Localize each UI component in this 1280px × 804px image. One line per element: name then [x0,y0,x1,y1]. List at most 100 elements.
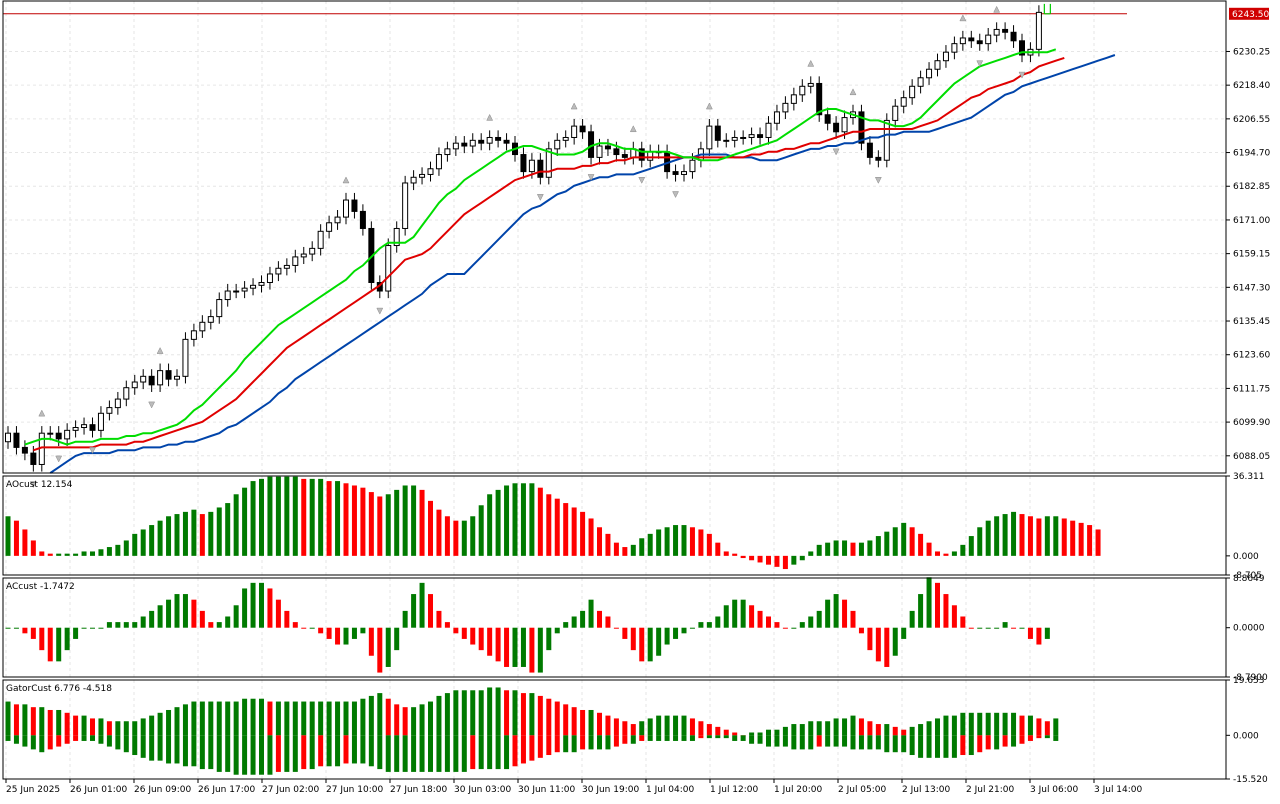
candle-bullish[interactable] [799,85,806,96]
candle-bullish[interactable] [790,94,797,104]
candle-bearish[interactable] [638,148,645,161]
candle-bullish[interactable] [182,338,189,377]
candle-bullish[interactable] [114,398,121,409]
candle-bullish[interactable] [64,429,71,440]
candle-bullish[interactable] [909,85,916,99]
candle-bullish[interactable] [681,171,687,175]
candle-bullish[interactable] [266,273,273,283]
candle-bullish[interactable] [326,222,333,232]
candle-bullish[interactable] [343,199,349,218]
candle-bullish[interactable] [892,105,899,121]
candle-bullish[interactable] [410,176,417,184]
time-axis[interactable]: 25 Jun 2025 26 Jun 01:00 26 Jun 09:00 26 Ju… [5,779,1143,795]
candle-bullish[interactable] [562,136,569,141]
candle-bullish[interactable] [740,136,747,139]
candle-bullish[interactable] [528,159,535,173]
candle-bullish[interactable] [97,412,104,431]
candle-bullish[interactable] [596,145,603,158]
candle-bearish[interactable] [613,148,620,156]
candle-bearish[interactable] [537,159,544,178]
candle-bearish[interactable] [579,125,586,133]
candle-bearish[interactable] [148,375,155,386]
candle-bearish[interactable] [461,142,468,147]
candle-bearish[interactable] [1002,28,1009,33]
candle-bullish[interactable] [140,375,147,383]
candle-bullish[interactable] [106,407,113,414]
candle-bullish[interactable] [883,119,890,161]
candle-bullish[interactable] [393,227,400,247]
candle-bullish[interactable] [934,60,941,70]
candle-bullish[interactable] [807,82,814,87]
candle-bearish[interactable] [359,210,366,229]
candle-bearish[interactable] [503,139,510,144]
candle-bullish[interactable] [706,125,713,150]
candle-bullish[interactable] [427,168,434,175]
candle-bullish[interactable] [283,264,290,269]
candle-bullish[interactable] [317,230,324,249]
candle-bullish[interactable] [258,281,265,286]
candle-bullish[interactable] [782,102,789,113]
candle-bullish[interactable] [275,267,282,275]
candle-bullish[interactable] [841,117,848,133]
candle-bullish[interactable] [385,245,392,292]
candle-bearish[interactable] [976,40,983,45]
candle-bearish[interactable] [495,136,502,141]
candle-bullish[interactable] [199,321,206,332]
candle-bullish[interactable] [985,34,992,45]
candle-bullish[interactable] [123,387,130,400]
candle-bearish[interactable] [89,424,96,431]
candle-bullish[interactable] [689,159,696,173]
candle-bearish[interactable] [55,432,62,440]
candle-bullish[interactable] [773,111,780,124]
candle-bullish[interactable] [419,173,426,178]
candle-bullish[interactable] [942,51,949,62]
candle-bullish[interactable] [241,287,248,292]
candle-bearish[interactable] [833,122,840,133]
candle-bearish[interactable] [1019,40,1025,56]
candle-bearish[interactable] [672,171,679,175]
candle-bullish[interactable] [292,256,299,266]
candle-bearish[interactable] [21,446,28,454]
candle-bearish[interactable] [816,82,823,116]
candle-bullish[interactable] [72,427,79,431]
candle-bullish[interactable] [402,182,409,229]
candle-bearish[interactable] [714,125,721,141]
candle-bullish[interactable] [435,154,442,170]
candle-bearish[interactable] [875,156,882,161]
candle-bearish[interactable] [621,154,628,158]
candle-bullish[interactable] [647,151,654,161]
candle-bullish[interactable] [993,28,1000,36]
candle-bullish[interactable] [452,142,459,150]
candle-bullish[interactable] [444,148,451,156]
candle-bearish[interactable] [824,114,831,124]
price-axis[interactable]: 6230.25 6218.40 6206.55 6194.70 6182.85 6171.… [1226,47,1270,462]
candle-bearish[interactable] [604,145,611,150]
candle-bearish[interactable] [866,142,873,158]
candle-bearish[interactable] [13,432,20,448]
candle-bearish[interactable] [351,199,358,212]
ao-plot[interactable]: 36.311 0.000 -8.705 [5,472,1265,581]
candle-bullish[interactable] [765,122,772,138]
candle-bullish[interactable] [309,247,316,255]
candle-bullish[interactable] [131,381,138,389]
candle-bullish[interactable] [300,253,307,258]
candle-bullish[interactable] [157,370,164,386]
candle-bullish[interactable] [554,139,561,150]
candle-bullish[interactable] [224,290,231,301]
candle-bullish[interactable] [47,432,54,435]
candle-bullish[interactable] [233,290,240,293]
candle-bearish[interactable] [165,370,172,380]
candle-bearish[interactable] [1010,31,1017,42]
gator-plot[interactable]: 19.653 0.000 -15.520 [5,676,1269,785]
candle-bullish[interactable] [926,68,933,79]
candle-bullish[interactable] [900,97,907,107]
candle-bullish[interactable] [731,136,738,141]
candle-bullish[interactable] [951,43,958,53]
candle-bullish[interactable] [174,375,180,380]
candle-bearish[interactable] [478,139,485,144]
candle-bearish[interactable] [30,452,37,465]
candle-bullish[interactable] [5,432,11,443]
candle-bullish[interactable] [748,134,755,138]
candle-bullish[interactable] [959,37,966,45]
